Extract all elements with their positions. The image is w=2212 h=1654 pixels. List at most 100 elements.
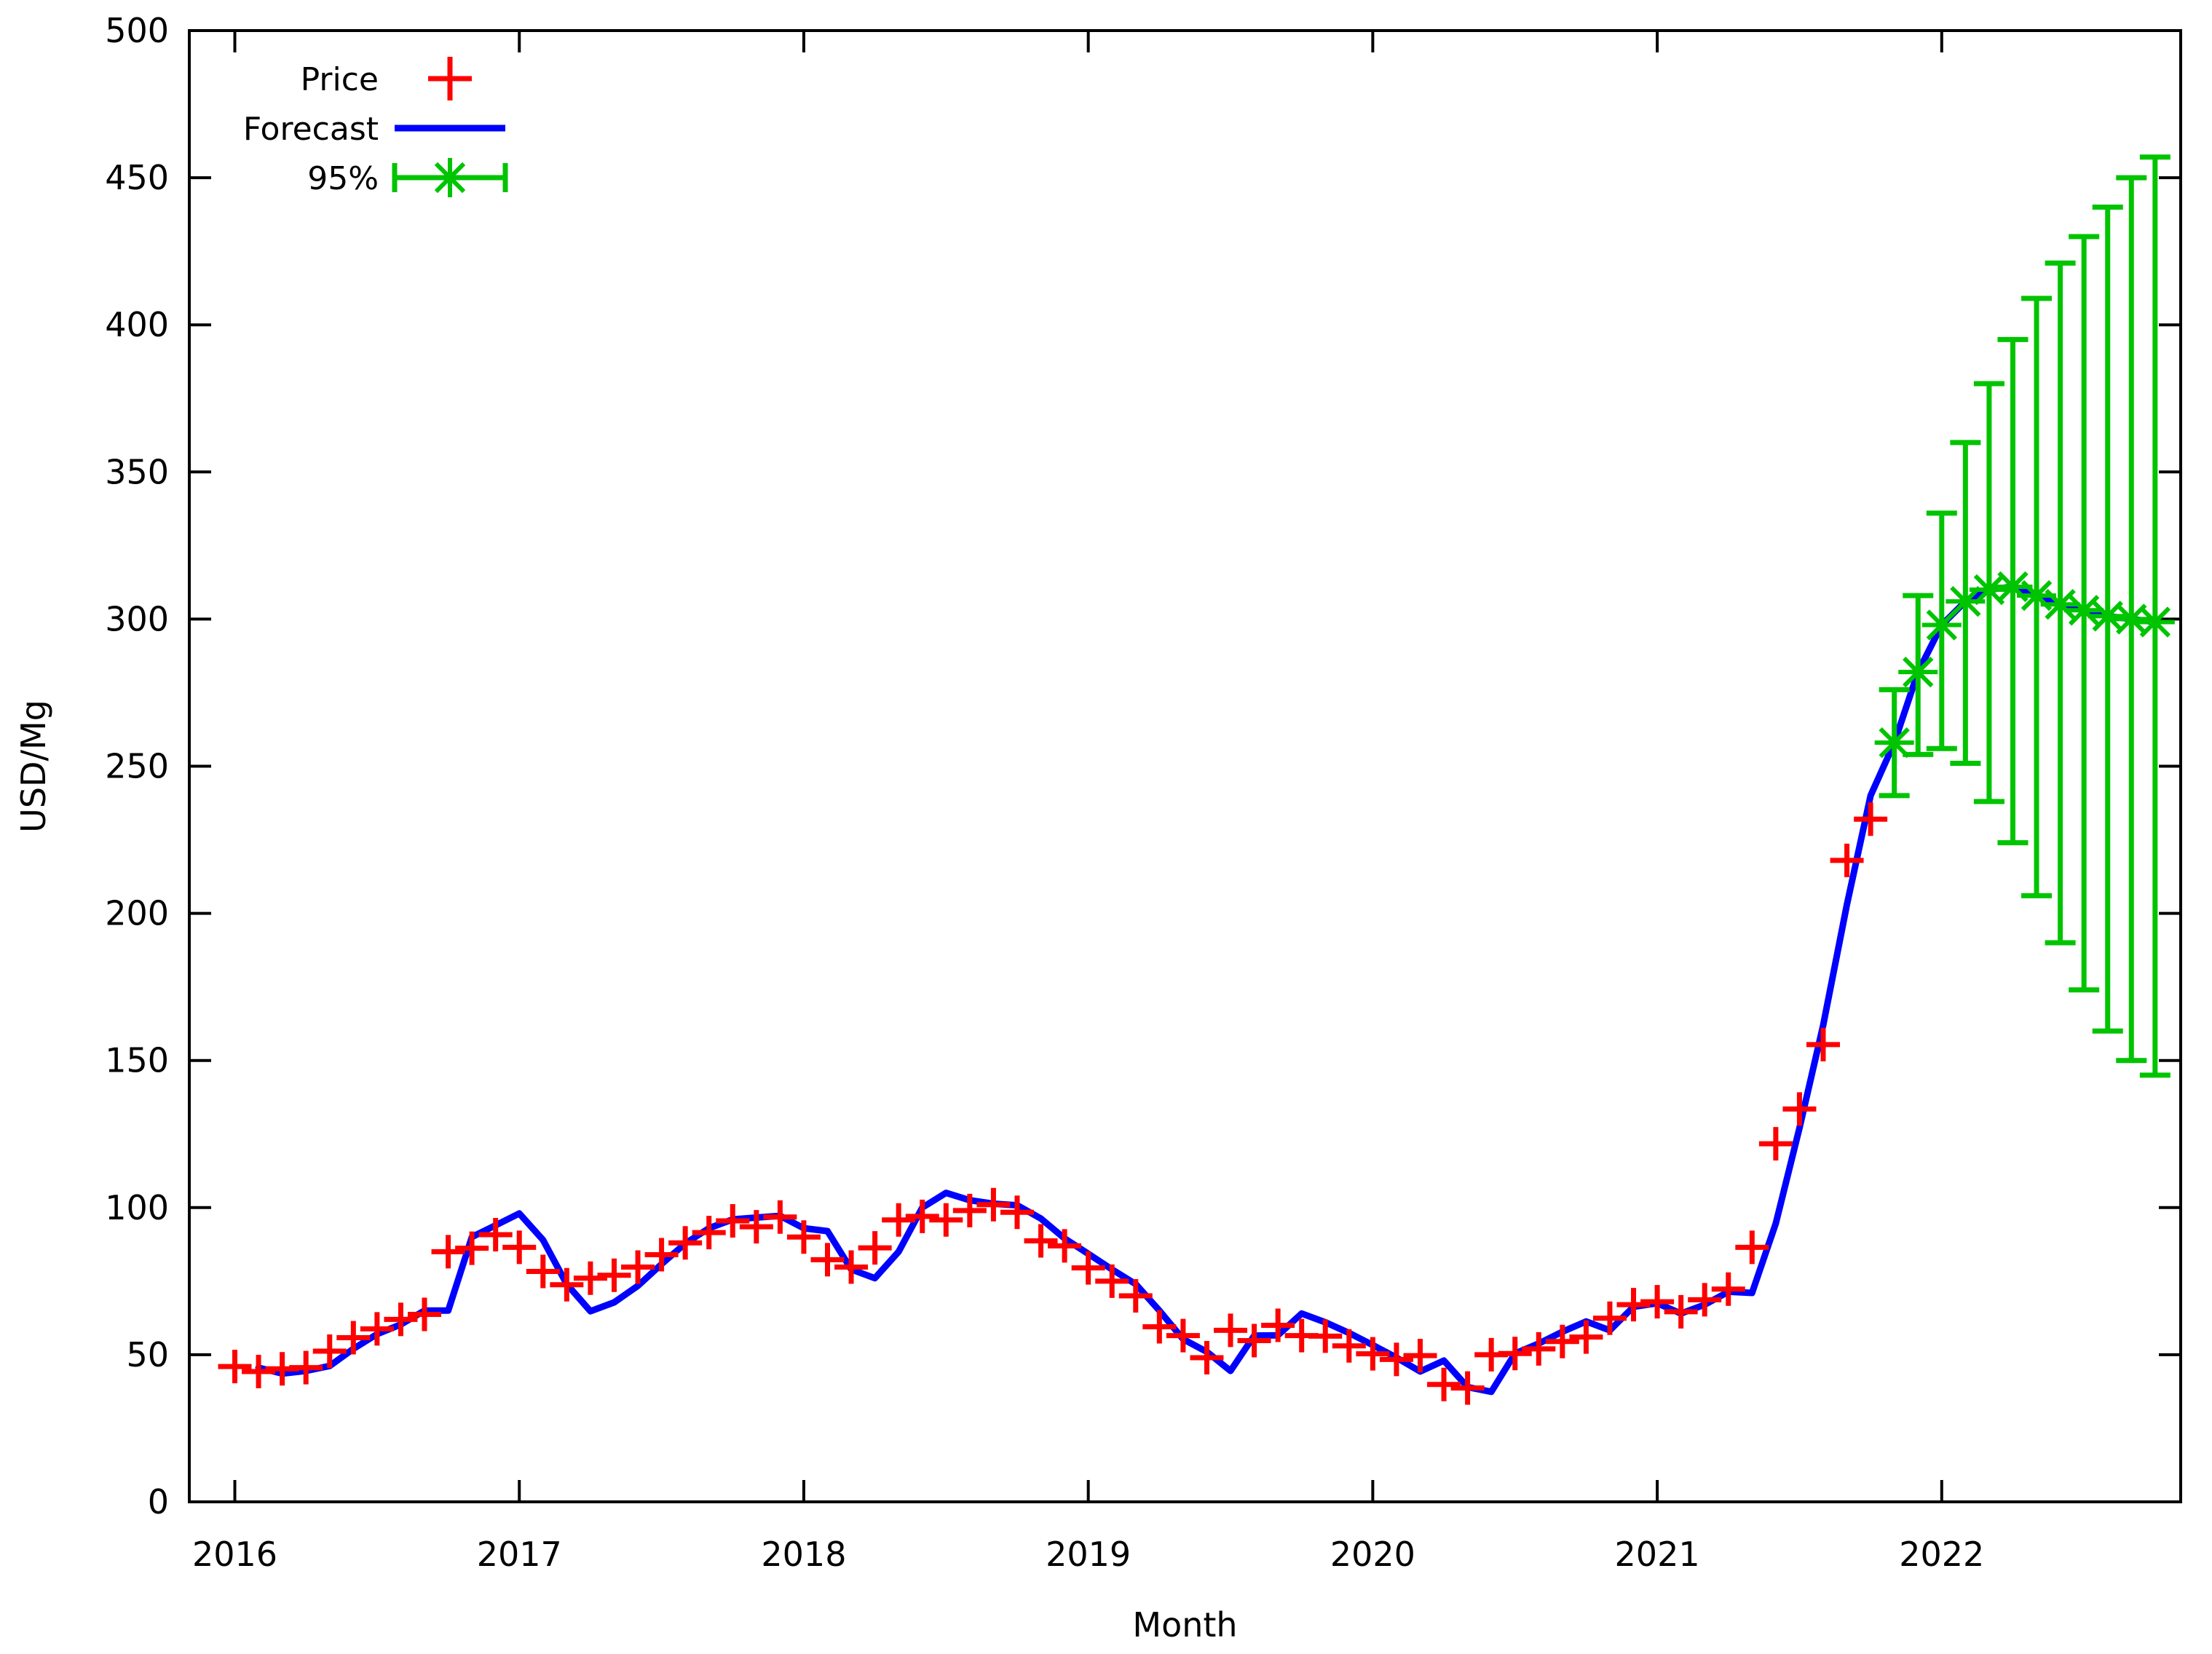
price-point-marker (478, 1217, 513, 1251)
y-tick-label: 150 (105, 1041, 169, 1080)
price-point-marker (1142, 1310, 1177, 1344)
ci-errorbar (1921, 510, 1962, 751)
ci-errorbar (2112, 175, 2152, 1064)
x-tick-label: 2021 (1615, 1535, 1700, 1574)
price-point-marker (1735, 1230, 1769, 1265)
price-point-marker (1830, 843, 1864, 877)
price-point-marker (929, 1203, 963, 1237)
price-point-marker (644, 1238, 679, 1272)
price-point-marker (1758, 1127, 1793, 1161)
y-tick-label: 300 (105, 599, 169, 638)
price-point-marker (336, 1321, 371, 1355)
price-point-marker (455, 1231, 489, 1265)
price-point-marker (1854, 802, 1888, 836)
ci-errorbar (2087, 205, 2128, 1034)
price-point-marker (1332, 1329, 1366, 1363)
ci-errorbar (2040, 260, 2080, 946)
price-point-marker (1806, 1027, 1841, 1061)
price-point-marker (763, 1200, 797, 1234)
price-point-marker (1711, 1272, 1745, 1306)
x-axis-title: Month (1132, 1605, 1237, 1645)
y-tick-label: 50 (126, 1335, 169, 1374)
price-point-marker (384, 1302, 418, 1337)
legend-marker-ci-errorbar-icon (392, 158, 508, 197)
ci-asterisk (2045, 588, 2076, 620)
price-point-marker (312, 1334, 347, 1369)
price-point-marker (1214, 1313, 1248, 1348)
price-point-marker (573, 1261, 607, 1295)
price-point-marker (952, 1193, 987, 1227)
price-point-marker (1024, 1224, 1058, 1258)
price-point-marker (1545, 1324, 1579, 1358)
legend-label-ci: 95% (307, 160, 379, 197)
y-tick-label: 250 (105, 747, 169, 786)
price-point-marker (1237, 1323, 1271, 1358)
y-tick-label: 100 (105, 1188, 169, 1227)
tick-labels: 0 50 100 150 200 250 300 350 400 450 500 2016 2017 20… (105, 11, 1984, 1574)
price-point-marker (1261, 1308, 1295, 1342)
price-point-marker (289, 1350, 323, 1385)
legend-label-price: Price (301, 61, 379, 98)
ci-errorbar (1993, 336, 2033, 846)
y-tick-label: 0 (148, 1482, 169, 1522)
price-point-marker (1688, 1283, 1722, 1317)
price-point-marker (1450, 1371, 1485, 1405)
price-point-marker (597, 1258, 631, 1292)
x-tick-label: 2016 (192, 1535, 277, 1574)
price-point-marker (1308, 1319, 1343, 1353)
price-point-marker (1166, 1318, 1200, 1353)
y-axis-title: USD/Mg (14, 700, 53, 833)
ci-asterisk (1973, 574, 2005, 606)
price-point-marker (1356, 1337, 1390, 1371)
y-tick-label: 200 (105, 894, 169, 933)
ci-asterisk (1997, 571, 2029, 603)
price-point-marker (905, 1199, 939, 1233)
ci-asterisk (2139, 606, 2171, 638)
x-tick-label: 2017 (477, 1535, 562, 1574)
price-point-marker (407, 1297, 441, 1331)
y-tick-label: 500 (105, 11, 169, 50)
ci-asterisk (2021, 579, 2053, 612)
price-point-marker (834, 1250, 869, 1284)
price-point-marker (858, 1231, 892, 1265)
price-point-marker (716, 1203, 750, 1238)
y-tick-label: 450 (105, 158, 169, 197)
price-point-marker (1592, 1301, 1627, 1335)
ci-asterisk (1903, 656, 1934, 688)
axis-labels: USD/Mg Month (14, 700, 1238, 1645)
price-point-marker (1640, 1285, 1675, 1319)
y-tick-label: 400 (105, 305, 169, 344)
ci-errorbar (2017, 296, 2057, 898)
ci-errorbar (2135, 154, 2175, 1078)
price-point-marker (1616, 1288, 1651, 1322)
price-point-marker (786, 1220, 821, 1254)
price-point-marker (810, 1243, 845, 1277)
ci-errorbar (1946, 440, 1986, 766)
price-point-marker (242, 1354, 276, 1388)
ci-asterisk (1926, 609, 1958, 641)
price-point-marker (668, 1226, 703, 1260)
price-point-marker (502, 1230, 537, 1265)
ci-errorbar (1898, 593, 1938, 757)
price-point-marker (739, 1210, 773, 1244)
price-point-marker (218, 1350, 252, 1384)
x-tick-label: 2019 (1046, 1535, 1131, 1574)
price-point-marker (1095, 1264, 1129, 1298)
x-tick-label: 2022 (1899, 1535, 1984, 1574)
price-point-marker (1522, 1331, 1556, 1366)
price-point-marker (882, 1203, 916, 1237)
ci-asterisk (1950, 585, 1981, 617)
legend-marker-price-plus-icon (428, 57, 472, 100)
price-point-marker (1071, 1251, 1105, 1285)
price-point-marker (1118, 1279, 1153, 1313)
price-point-marker (431, 1235, 465, 1269)
price-point-marker (1190, 1340, 1224, 1374)
ci-asterisk (1879, 727, 1910, 759)
price-point-marker (1498, 1337, 1532, 1371)
price-point-marker (621, 1250, 655, 1284)
price-point-marker (1000, 1195, 1034, 1230)
axes (188, 29, 2182, 1503)
price-point-marker (526, 1254, 560, 1289)
ci-asterisk (2068, 595, 2100, 626)
